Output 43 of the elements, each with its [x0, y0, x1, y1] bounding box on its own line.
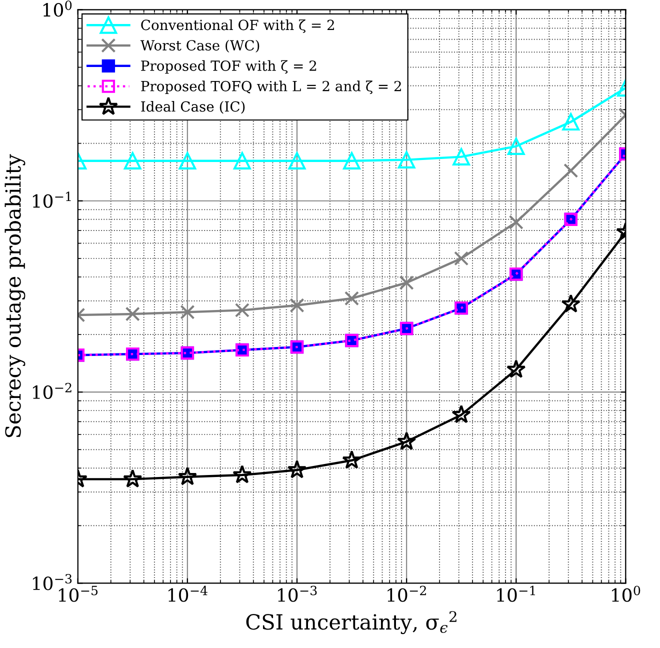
point: [342, 450, 362, 469]
y-tick-label: 10$^{−2}$: [32, 382, 72, 400]
point: [454, 251, 469, 266]
point: [399, 275, 414, 290]
point: [234, 152, 251, 170]
legend-label: Worst Case (WC): [140, 40, 260, 53]
x-tick-label: 10$^{−3}$: [278, 586, 317, 602]
point: [452, 404, 471, 424]
point: [125, 306, 140, 322]
y-tick-label: 10$^{0}$: [43, 0, 72, 17]
point: [398, 151, 416, 168]
point: [178, 466, 198, 486]
y-tick-label: 10$^{−1}$: [32, 192, 71, 208]
legend-label: Conventional OF with ζ = 2: [141, 19, 334, 33]
x-tick-label: 10$^{−2}$: [388, 586, 426, 602]
point: [234, 302, 250, 318]
point: [232, 464, 252, 484]
legend-label: Proposed TOFQ with L = 2 and ζ = 2: [141, 80, 401, 94]
point: [452, 148, 470, 166]
point: [561, 294, 580, 313]
point: [507, 138, 525, 155]
point: [344, 291, 360, 306]
point: [564, 163, 578, 178]
point: [180, 304, 195, 320]
legend-label: Ideal Case (IC): [141, 101, 245, 114]
point: [506, 360, 526, 378]
y-axis-title: Secrecy outage probability: [4, 154, 26, 438]
legend-label: Proposed TOF with ζ = 2: [141, 60, 316, 74]
point: [122, 469, 142, 488]
point: [290, 298, 304, 313]
x-tick-label: 10$^{−1}$: [497, 586, 535, 602]
point: [124, 152, 142, 170]
point: [343, 152, 360, 170]
x-tick-label: 10$^{−5}$: [58, 586, 98, 602]
point: [178, 152, 196, 170]
point: [288, 152, 306, 170]
x-tick-label: 10$^{0}$: [612, 586, 640, 602]
point: [396, 432, 416, 450]
point: [287, 460, 307, 478]
point: [508, 214, 524, 230]
x-axis-title: CSI uncertainty, σ$_{ϵ}$$^{2}$: [246, 611, 456, 634]
x-tick-label: 10$^{−4}$: [168, 586, 208, 602]
point: [562, 113, 580, 131]
